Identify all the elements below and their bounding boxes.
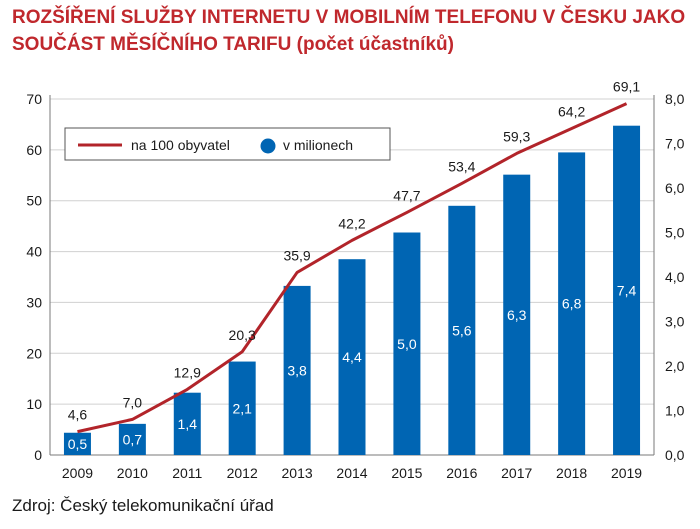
right-tick-label: 2,0	[665, 358, 685, 374]
x-tick-label: 2011	[172, 465, 202, 481]
line-value-label: 4,6	[68, 407, 88, 423]
legend-label-bar: v milionech	[283, 137, 353, 153]
combo-chart: 0 10 20 30 40 50 60 70 0,0 1,0 2,0 3,0 4,0 5,0 6,0 7,0 8…	[0, 0, 700, 529]
x-tick-label: 2014	[336, 465, 367, 481]
source-note: Zdroj: Český telekomunikační úřad	[12, 496, 274, 516]
line-value-label: 69,1	[613, 79, 640, 95]
right-tick-label: 3,0	[665, 314, 685, 330]
line-value-label: 20,3	[229, 327, 256, 343]
bar-value-label: 6,3	[507, 307, 527, 323]
bar-value-label: 2,1	[232, 400, 252, 416]
left-tick-label: 40	[26, 244, 42, 260]
bar-value-label: 4,4	[342, 349, 362, 365]
line-value-label: 53,4	[448, 158, 475, 174]
left-tick-label: 70	[26, 91, 42, 107]
bar-value-label: 3,8	[287, 362, 307, 378]
left-tick-label: 60	[26, 142, 42, 158]
bar-value-label: 6,8	[562, 296, 582, 312]
x-tick-label: 2016	[446, 465, 477, 481]
bar-value-label: 0,5	[68, 436, 88, 452]
x-tick-label: 2009	[62, 465, 93, 481]
line-value-label: 64,2	[558, 103, 585, 119]
right-tick-label: 5,0	[665, 225, 685, 241]
x-tick-label: 2017	[501, 465, 532, 481]
right-tick-label: 6,0	[665, 180, 685, 196]
left-tick-label: 20	[26, 345, 42, 361]
bar-value-label: 0,7	[123, 431, 143, 447]
x-tick-label: 2019	[611, 465, 642, 481]
x-tick-label: 2010	[117, 465, 148, 481]
right-tick-label: 7,0	[665, 136, 685, 152]
right-tick-label: 4,0	[665, 269, 685, 285]
left-tick-label: 30	[26, 294, 42, 310]
left-tick-label: 10	[26, 396, 42, 412]
legend-label-line: na 100 obyvatel	[131, 137, 230, 153]
bar-value-label: 5,6	[452, 322, 472, 338]
x-tick-label: 2012	[227, 465, 258, 481]
legend-bar-swatch	[261, 139, 276, 154]
line-value-label: 47,7	[393, 187, 420, 203]
x-tick-label: 2015	[391, 465, 422, 481]
left-tick-label: 50	[26, 193, 42, 209]
left-tick-label: 0	[34, 447, 42, 463]
bar-value-label: 7,4	[617, 282, 637, 298]
right-tick-label: 8,0	[665, 91, 685, 107]
line-value-label: 12,9	[174, 364, 201, 380]
right-tick-label: 1,0	[665, 403, 685, 419]
bar-value-label: 1,4	[178, 416, 198, 432]
line-value-label: 59,3	[503, 128, 530, 144]
line-value-label: 35,9	[283, 247, 310, 263]
right-tick-label: 0,0	[665, 447, 685, 463]
x-tick-label: 2018	[556, 465, 587, 481]
line-value-label: 42,2	[338, 215, 365, 231]
bar-value-label: 5,0	[397, 336, 417, 352]
x-tick-label: 2013	[282, 465, 313, 481]
line-value-label: 7,0	[123, 394, 143, 410]
